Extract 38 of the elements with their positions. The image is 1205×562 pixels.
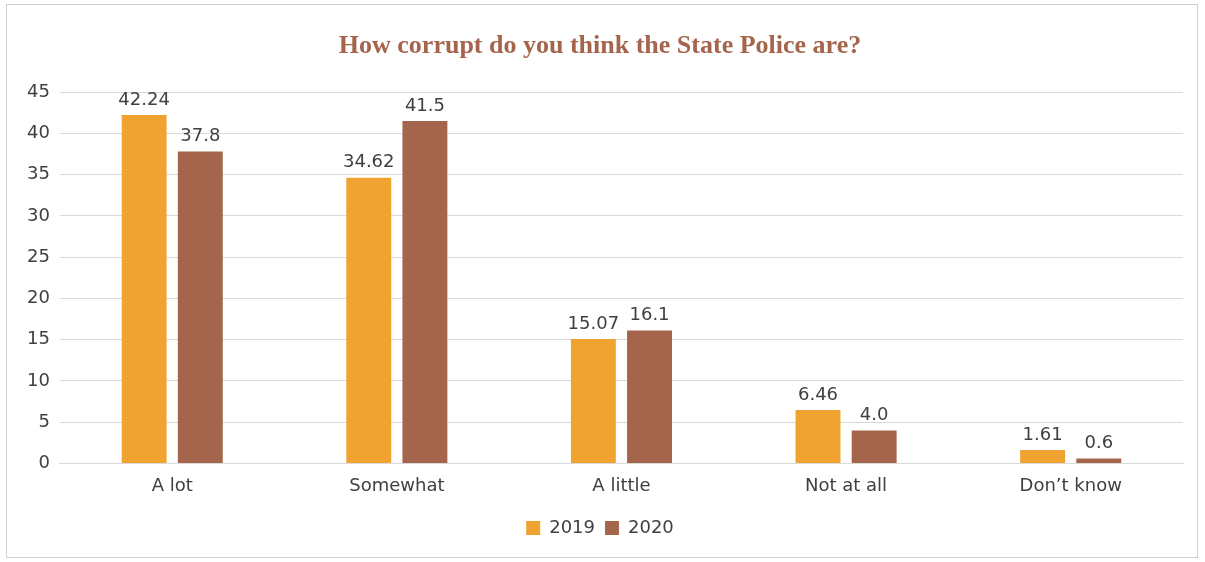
- x-tick-label: A lot: [151, 473, 193, 495]
- y-tick-label: 15: [27, 327, 50, 349]
- x-tick-label: Somewhat: [349, 473, 445, 495]
- data-label: 15.07: [567, 311, 620, 333]
- chart-title: How corrupt do you think the State Police are?: [338, 30, 862, 60]
- bar: [1020, 450, 1066, 463]
- x-tick-label: Not at all: [805, 473, 888, 495]
- y-tick-label: 30: [27, 203, 50, 225]
- data-label: 37.8: [180, 124, 221, 146]
- bar: [851, 430, 897, 463]
- y-tick-label: 10: [27, 368, 50, 390]
- y-tick-label: 45: [27, 79, 50, 101]
- x-tick-label: A little: [592, 473, 651, 495]
- bar: [627, 330, 672, 463]
- y-tick-label: 0: [38, 451, 50, 473]
- data-label: 34.62: [342, 150, 395, 172]
- data-label: 16.1: [629, 303, 670, 325]
- x-tick-label: Don’t know: [1019, 473, 1122, 495]
- data-label: 41.5: [404, 93, 445, 115]
- bar: [402, 121, 448, 463]
- y-tick-label: 35: [27, 162, 50, 184]
- bar: [570, 339, 616, 463]
- bar: [177, 151, 223, 463]
- legend-label: 2020: [628, 515, 674, 537]
- data-label: 42.24: [118, 87, 170, 109]
- y-tick-label: 5: [38, 409, 50, 431]
- data-label: 6.46: [797, 382, 839, 404]
- y-tick-label: 40: [27, 121, 50, 143]
- bar: [795, 410, 841, 463]
- data-label: 1.61: [1022, 422, 1063, 444]
- bar: [346, 177, 392, 463]
- data-label: 0.6: [1084, 431, 1114, 453]
- y-tick-label: 25: [27, 244, 50, 266]
- bar: [1076, 458, 1122, 463]
- y-tick-label: 20: [27, 286, 50, 308]
- legend-label: 2019: [549, 515, 595, 537]
- bar: [121, 114, 167, 463]
- data-label: 4.0: [859, 403, 889, 425]
